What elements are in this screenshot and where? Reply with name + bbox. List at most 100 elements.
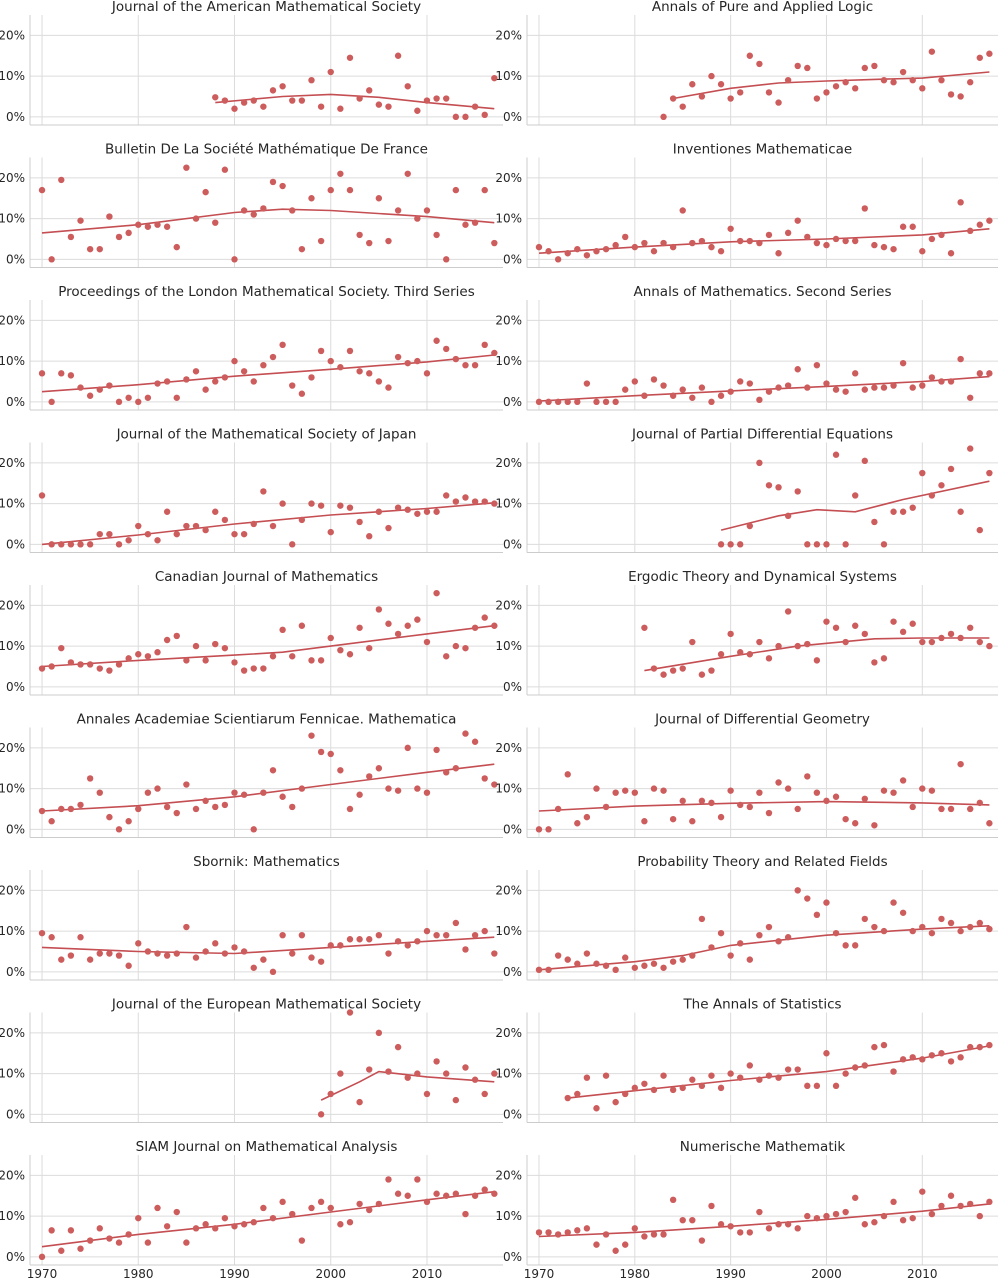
point — [48, 934, 55, 941]
point — [689, 1216, 696, 1224]
point — [443, 345, 450, 353]
point — [125, 655, 132, 662]
point — [346, 1219, 354, 1226]
point — [356, 624, 363, 631]
point — [813, 95, 821, 102]
point — [346, 186, 354, 194]
point — [462, 494, 469, 501]
point — [212, 803, 219, 811]
point — [622, 386, 629, 393]
panel-title: Journal of the Mathematical Society of J… — [116, 427, 417, 443]
point — [462, 361, 469, 369]
point — [535, 966, 543, 974]
point — [269, 653, 277, 660]
point — [337, 364, 344, 371]
point — [163, 223, 171, 230]
point — [289, 97, 296, 104]
point — [269, 767, 277, 774]
point — [67, 952, 75, 959]
point — [404, 1074, 411, 1081]
point — [260, 789, 267, 796]
point — [689, 818, 696, 825]
point — [173, 809, 180, 817]
point — [852, 942, 859, 949]
point — [414, 938, 421, 945]
point — [452, 113, 460, 121]
point — [535, 1229, 543, 1236]
y-tick-label: 0% — [503, 252, 522, 266]
point — [317, 748, 325, 756]
y-tick-label: 10% — [495, 1067, 522, 1081]
point — [115, 233, 123, 241]
point — [938, 231, 945, 239]
point — [269, 522, 277, 530]
point — [231, 105, 238, 112]
point — [125, 537, 132, 544]
point — [58, 644, 65, 652]
point — [366, 644, 373, 652]
point — [298, 622, 306, 629]
point — [794, 366, 801, 373]
point — [308, 195, 315, 202]
y-tick-label: 20% — [0, 1168, 25, 1182]
point — [356, 1098, 363, 1106]
point — [947, 630, 955, 638]
y-tick-label: 20% — [495, 456, 522, 470]
point — [221, 166, 229, 173]
y-tick-label: 10% — [0, 497, 25, 511]
point — [967, 923, 974, 931]
point — [202, 188, 209, 196]
point — [919, 638, 926, 646]
point — [106, 667, 113, 674]
point — [574, 398, 581, 406]
point — [909, 803, 916, 811]
point — [38, 665, 46, 672]
x-tick-label: 2000 — [315, 1267, 346, 1281]
point — [48, 256, 55, 263]
point — [212, 94, 219, 101]
point — [842, 79, 849, 86]
point — [125, 394, 132, 401]
trend-line — [41, 1190, 495, 1248]
point — [115, 952, 123, 959]
point — [279, 1198, 286, 1206]
point — [794, 887, 801, 894]
point — [38, 1253, 46, 1261]
point — [650, 1231, 658, 1238]
y-tick-label: 20% — [495, 171, 522, 185]
point — [308, 657, 315, 664]
y-tick-label: 10% — [495, 212, 522, 226]
point — [871, 384, 878, 391]
point — [919, 785, 926, 792]
point — [986, 925, 993, 933]
point — [221, 1214, 229, 1222]
point — [899, 1216, 907, 1224]
point — [938, 805, 945, 813]
point — [852, 237, 859, 245]
point — [832, 793, 840, 800]
point — [602, 398, 610, 406]
point — [414, 357, 421, 365]
point — [899, 508, 907, 515]
point — [784, 512, 792, 520]
point — [231, 789, 238, 796]
point — [375, 1200, 383, 1208]
point — [765, 655, 773, 662]
point — [641, 392, 648, 399]
point — [842, 638, 849, 646]
point — [414, 1070, 421, 1077]
point — [423, 638, 431, 646]
point — [240, 667, 248, 674]
point — [708, 1072, 715, 1079]
point — [890, 79, 897, 86]
point — [775, 938, 782, 945]
point — [394, 353, 402, 361]
point — [804, 541, 811, 548]
point — [602, 1231, 610, 1238]
point — [660, 382, 667, 389]
point — [737, 378, 744, 385]
point — [813, 789, 821, 796]
trend-line — [567, 1045, 990, 1099]
point — [327, 1090, 334, 1098]
point — [231, 659, 238, 666]
